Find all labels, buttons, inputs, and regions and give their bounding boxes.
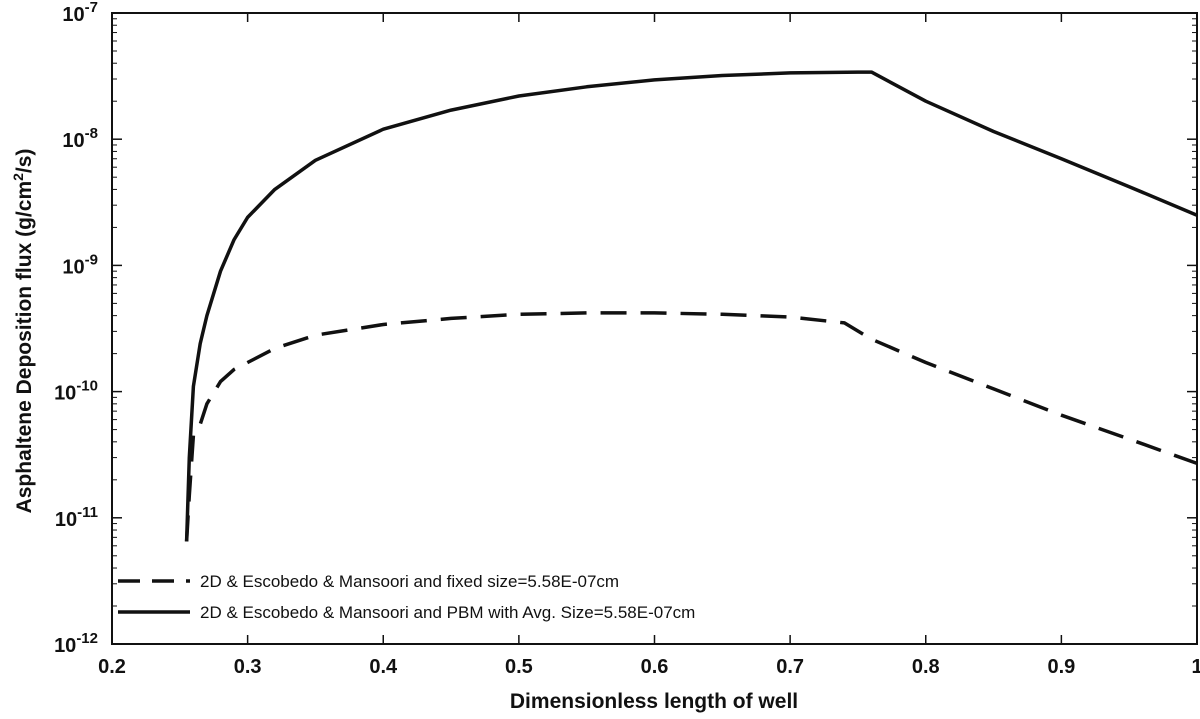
- y-axis-ticks: 10-12 10-11 10-10 10-9 10-8 10-7: [54, 0, 1197, 657]
- x-tick-label: 0.9: [1047, 656, 1075, 678]
- x-axis-title: Dimensionless length of well: [510, 690, 798, 713]
- legend-label-fixed-size: 2D & Escobedo & Mansoori and fixed size=…: [200, 572, 619, 591]
- y-tick-label: 10-11: [55, 504, 98, 531]
- y-tick-label: 10-8: [62, 125, 98, 152]
- series-line-fixed-size: [184, 311, 1198, 542]
- y-tick-label: 10-12: [54, 630, 98, 657]
- legend-label-pbm: 2D & Escobedo & Mansoori and PBM with Av…: [200, 603, 695, 622]
- x-tick-label: 0.2: [98, 656, 126, 678]
- y-tick-label: 10-7: [62, 0, 98, 26]
- x-tick-label: 0.4: [369, 656, 398, 678]
- x-tick-label: 0.8: [912, 656, 940, 678]
- x-tick-label: 0.6: [641, 656, 669, 678]
- plot-area-frame: [111, 12, 1198, 645]
- series-line-pbm: [184, 70, 1198, 542]
- y-axis-title: Asphaltene Deposition flux (g/cm2/s): [10, 149, 36, 514]
- y-tick-label: 10-10: [54, 378, 98, 405]
- x-tick-label: 1: [1191, 656, 1200, 678]
- legend: 2D & Escobedo & Mansoori and fixed size=…: [118, 572, 695, 622]
- x-tick-label: 0.3: [234, 656, 262, 678]
- x-axis-ticks: 0.2 0.3 0.4 0.5 0.6 0.7 0.8 0.9 1: [98, 13, 1200, 678]
- x-tick-label: 0.7: [776, 656, 804, 678]
- x-tick-label: 0.5: [505, 656, 533, 678]
- series-layer: [184, 70, 1198, 542]
- y-tick-label: 10-9: [62, 251, 98, 278]
